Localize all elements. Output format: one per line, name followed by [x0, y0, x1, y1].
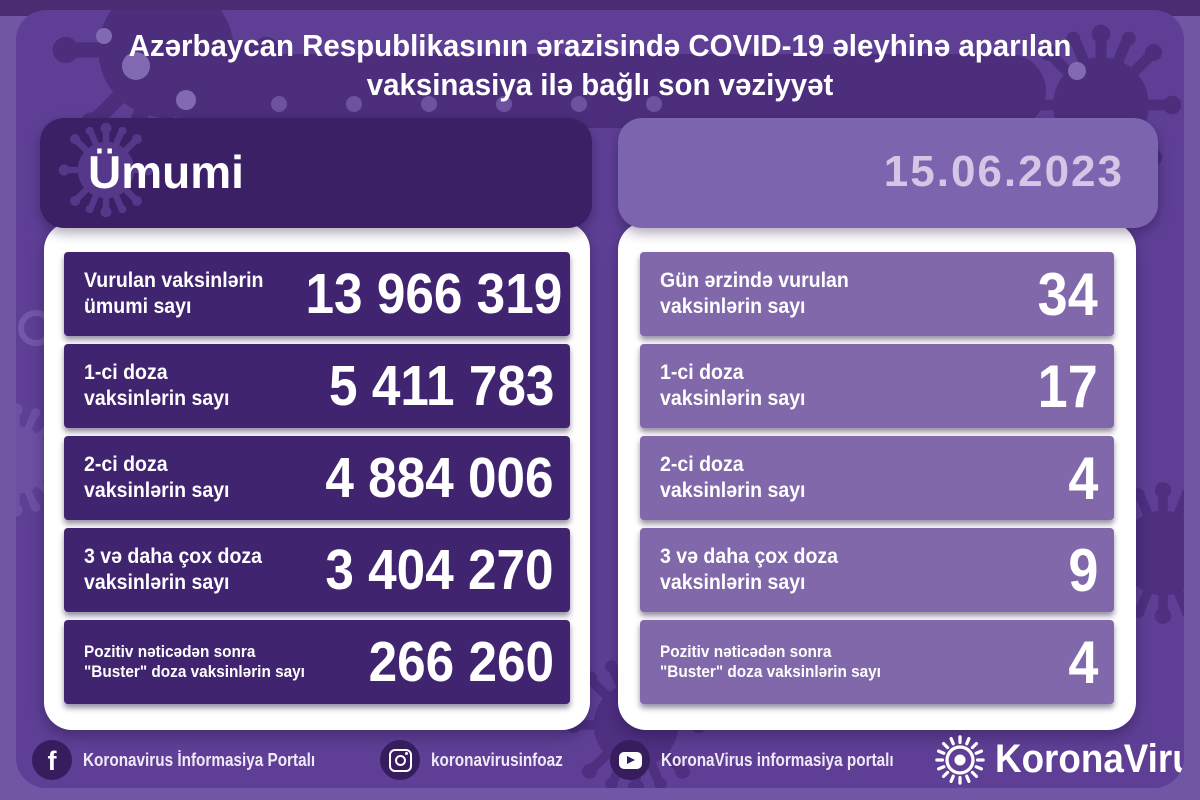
facebook-handle: Koronavirus İnformasiya Portalı — [83, 749, 316, 770]
main-card: Azərbaycan Respublikasının ərazisində CO… — [16, 10, 1184, 788]
virus-logo-icon — [935, 735, 985, 785]
instagram-icon — [380, 740, 421, 780]
stat-label: Vurulan vaksinlərin ümumi sayı — [84, 269, 264, 318]
virus-dot-decoration — [346, 96, 362, 112]
virus-dot-decoration — [271, 96, 287, 112]
virus-dot-decoration — [571, 96, 587, 112]
stat-label: Gün ərzində vurulan vaksinlərin sayı — [660, 269, 849, 318]
stat-row-dose2: 2-ci doza vaksinlərin sayı 4 884 006 — [64, 436, 570, 520]
youtube-icon — [610, 740, 651, 780]
stat-row-daily-dose3plus: 3 və daha çox doza vaksinlərin sayı 9 — [640, 528, 1114, 612]
koronavirus-info-logo[interactable]: KoronaVirus info — [935, 735, 1184, 785]
stat-row-booster: Pozitiv nəticədən sonra "Buster" doza vak… — [64, 620, 570, 704]
instagram-handle: koronavirusinfoaz — [431, 749, 563, 770]
stat-value: 13 966 319 — [305, 262, 563, 326]
virus-spot-decoration — [176, 90, 196, 110]
stat-value: 3 404 270 — [325, 538, 554, 602]
stat-row-total: Vurulan vaksinlərin ümumi sayı 13 966 319 — [64, 252, 570, 336]
stat-value: 4 — [1067, 444, 1098, 512]
stat-value: 5 411 783 — [328, 354, 554, 418]
facebook-link[interactable]: f Koronavirus İnformasiya Portalı — [32, 740, 356, 780]
logo-text: KoronaVirus — [994, 737, 1184, 781]
stat-label: 3 və daha çox doza vaksinlərin sayı — [84, 545, 263, 594]
overall-header-label: Ümumi — [88, 146, 244, 198]
title-line-1: Azərbaycan Respublikasının ərazisində CO… — [128, 28, 1072, 63]
virus-dot-decoration — [421, 96, 437, 112]
stat-label: 3 və daha çox doza vaksinlərin sayı — [660, 545, 839, 594]
page-title: Azərbaycan Respublikasının ərazisində CO… — [16, 26, 1184, 104]
stat-row-daily-dose1: 1-ci doza vaksinlərin sayı 17 — [640, 344, 1114, 428]
stat-label: 1-ci doza vaksinlərin sayı — [660, 361, 806, 410]
stat-row-dose3plus: 3 və daha çox doza vaksinlərin sayı 3 404… — [64, 528, 570, 612]
stat-value: 266 260 — [368, 630, 554, 694]
stat-label: Pozitiv nəticədən sonra "Buster" doza vak… — [84, 642, 305, 681]
stat-value: 4 884 006 — [325, 446, 554, 510]
virus-dot-decoration — [646, 96, 662, 112]
stat-label: 2-ci doza vaksinlərin sayı — [660, 453, 806, 502]
overall-header: Ümumi — [40, 118, 592, 228]
daily-stats-panel: Gün ərzində vurulan vaksinlərin sayı 34 1… — [618, 222, 1136, 730]
date-header: 15.06.2023 — [618, 118, 1158, 228]
stat-label: 2-ci doza vaksinlərin sayı — [84, 453, 230, 502]
report-date: 15.06.2023 — [883, 147, 1124, 196]
stat-row-daily-total: Gün ərzində vurulan vaksinlərin sayı 34 — [640, 252, 1114, 336]
stat-row-daily-booster: Pozitiv nəticədən sonra "Buster" doza vak… — [640, 620, 1114, 704]
virus-spot-decoration — [96, 28, 112, 44]
youtube-handle: KoronaVirus informasiya portalı — [661, 749, 894, 770]
virus-band-decoration — [166, 54, 1046, 128]
stat-value: 9 — [1067, 536, 1098, 604]
stat-value: 4 — [1067, 628, 1098, 696]
facebook-icon: f — [32, 740, 72, 780]
stat-label: 1-ci doza vaksinlərin sayı — [84, 361, 230, 410]
instagram-link[interactable]: koronavirusinfoaz — [380, 740, 586, 780]
stat-value: 34 — [1037, 260, 1098, 328]
stat-label: Pozitiv nəticədən sonra "Buster" doza vak… — [660, 642, 881, 681]
stat-value: 17 — [1037, 352, 1098, 420]
footer: f Koronavirus İnformasiya Portalı korona… — [32, 732, 1184, 788]
title-line-2: vaksinasiya ilə bağlı son vəziyyət — [366, 67, 834, 102]
virus-spot-decoration — [122, 52, 150, 80]
stat-row-dose1: 1-ci doza vaksinlərin sayı 5 411 783 — [64, 344, 570, 428]
virus-spot-decoration — [1068, 62, 1086, 80]
overall-stats-panel: Vurulan vaksinlərin ümumi sayı 13 966 319… — [44, 222, 590, 730]
virus-dot-decoration — [496, 96, 512, 112]
stat-row-daily-dose2: 2-ci doza vaksinlərin sayı 4 — [640, 436, 1114, 520]
youtube-link[interactable]: KoronaVirus informasiya portalı — [610, 740, 935, 780]
